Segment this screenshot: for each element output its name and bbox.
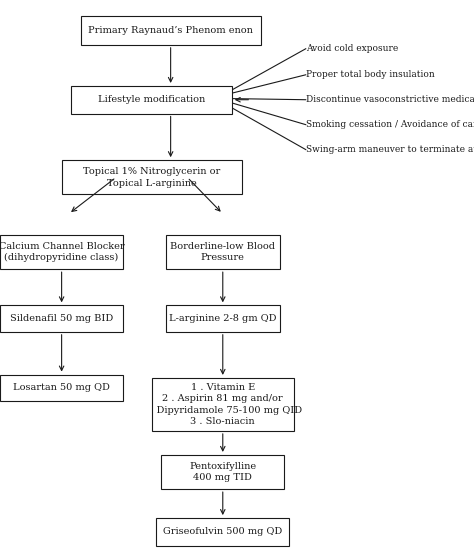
FancyBboxPatch shape (166, 305, 280, 332)
Text: Sildenafil 50 mg BID: Sildenafil 50 mg BID (10, 314, 113, 323)
FancyBboxPatch shape (156, 518, 289, 546)
FancyBboxPatch shape (81, 16, 261, 45)
FancyBboxPatch shape (0, 235, 123, 269)
FancyBboxPatch shape (62, 160, 242, 194)
Text: Swing-arm maneuver to terminate attack: Swing-arm maneuver to terminate attack (306, 145, 474, 154)
Text: Losartan 50 mg QD: Losartan 50 mg QD (13, 383, 110, 392)
FancyBboxPatch shape (0, 305, 123, 332)
Text: Proper total body insulation: Proper total body insulation (306, 70, 435, 79)
Text: Lifestyle modification: Lifestyle modification (98, 95, 205, 104)
Text: Borderline-low Blood
Pressure: Borderline-low Blood Pressure (170, 242, 275, 262)
Text: Smoking cessation / Avoidance of caffeine: Smoking cessation / Avoidance of caffein… (306, 120, 474, 129)
Text: 1 . Vitamin E
2 . Aspirin 81 mg and/or
    Dipyridamole 75-100 mg QID
3 . Slo-ni: 1 . Vitamin E 2 . Aspirin 81 mg and/or D… (144, 383, 302, 426)
Text: Pentoxifylline
400 mg TID: Pentoxifylline 400 mg TID (189, 462, 256, 482)
Text: Calcium Channel Blocker
(dihydropyridine class): Calcium Channel Blocker (dihydropyridine… (0, 242, 125, 263)
Text: Primary Raynaud’s Phenom enon: Primary Raynaud’s Phenom enon (88, 26, 253, 35)
Text: Discontinue vasoconstrictive medications: Discontinue vasoconstrictive medications (306, 95, 474, 104)
FancyBboxPatch shape (71, 86, 232, 114)
Text: Avoid cold exposure: Avoid cold exposure (306, 44, 398, 53)
FancyBboxPatch shape (0, 375, 123, 401)
Text: Griseofulvin 500 mg QD: Griseofulvin 500 mg QD (163, 527, 283, 536)
FancyBboxPatch shape (152, 378, 294, 431)
FancyBboxPatch shape (166, 235, 280, 269)
FancyBboxPatch shape (161, 455, 284, 489)
Text: Topical 1% Nitroglycerin or
Topical L-arginine: Topical 1% Nitroglycerin or Topical L-ar… (83, 167, 220, 187)
Text: L-arginine 2-8 gm QD: L-arginine 2-8 gm QD (169, 314, 276, 323)
